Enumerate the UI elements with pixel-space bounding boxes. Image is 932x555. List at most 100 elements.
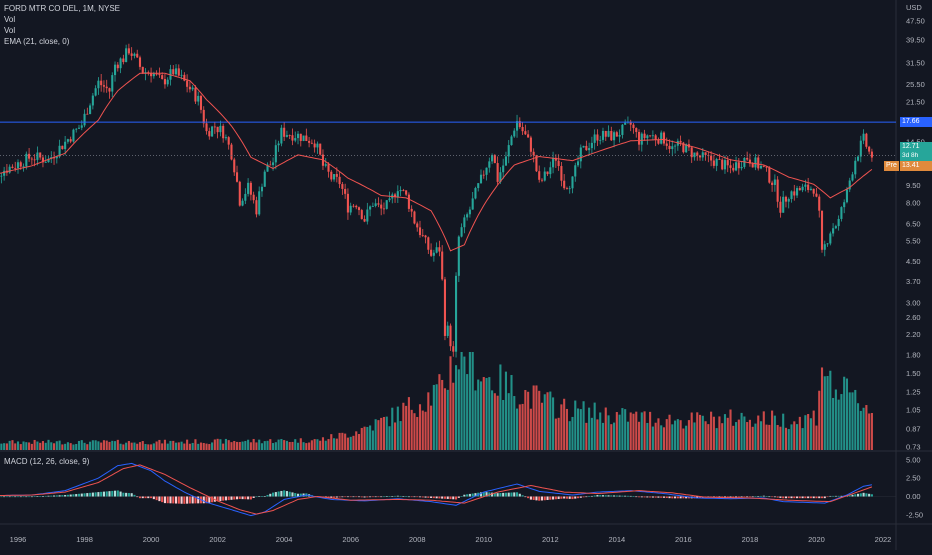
candle bbox=[793, 191, 796, 196]
candle bbox=[565, 188, 568, 189]
macd-histogram-bar bbox=[421, 496, 424, 498]
volume-bar bbox=[94, 440, 97, 450]
volume-bar bbox=[471, 352, 474, 450]
volume-bar bbox=[172, 440, 175, 450]
candle bbox=[460, 227, 463, 237]
macd-histogram-bar bbox=[485, 492, 488, 497]
y-tick-label: 1.05 bbox=[906, 405, 921, 414]
volume-bar bbox=[635, 411, 638, 450]
volume-bar bbox=[405, 405, 408, 450]
candle bbox=[75, 128, 78, 130]
volume-bar bbox=[482, 377, 485, 450]
macd-histogram-bar bbox=[565, 496, 568, 499]
macd-legend[interactable]: MACD (12, 26, close, 9) bbox=[4, 457, 90, 466]
candle bbox=[796, 188, 799, 196]
macd-histogram-bar bbox=[357, 496, 361, 498]
candle bbox=[116, 64, 119, 69]
candle bbox=[599, 139, 602, 141]
volume-bar bbox=[493, 393, 496, 450]
macd-histogram-bar bbox=[518, 493, 521, 497]
macd-histogram-bar bbox=[197, 496, 200, 504]
candle bbox=[651, 135, 654, 137]
macd-histogram-bar bbox=[870, 494, 873, 497]
volume-bar bbox=[360, 427, 363, 450]
candle bbox=[89, 105, 92, 115]
candle bbox=[177, 68, 180, 76]
macd-histogram-bar bbox=[596, 495, 599, 497]
volume-bar bbox=[601, 422, 605, 450]
macd-histogram-bar bbox=[732, 496, 735, 498]
volume-bar bbox=[546, 392, 549, 450]
volume-bar bbox=[746, 422, 749, 450]
candle bbox=[712, 160, 715, 166]
volume-bar bbox=[66, 442, 69, 450]
macd-histogram-bar bbox=[826, 496, 829, 498]
volume-bar bbox=[588, 407, 591, 450]
volume-bar bbox=[310, 440, 313, 450]
volume-bar bbox=[690, 412, 693, 450]
volume-bar bbox=[138, 442, 142, 450]
volume-bar bbox=[319, 440, 322, 450]
candle bbox=[252, 194, 255, 201]
legend-vol-1[interactable]: Vol bbox=[4, 15, 16, 24]
macd-histogram-bar bbox=[784, 496, 788, 499]
volume-bar bbox=[346, 437, 349, 450]
volume-bar bbox=[52, 443, 56, 450]
volume-bar bbox=[466, 374, 469, 450]
volume-bar bbox=[357, 434, 361, 450]
candle bbox=[274, 145, 277, 163]
macd-histogram-bar bbox=[796, 496, 799, 499]
macd-histogram-bar bbox=[529, 496, 532, 500]
macd-histogram-bar bbox=[532, 496, 535, 500]
candle bbox=[36, 152, 39, 160]
candle bbox=[759, 166, 763, 169]
macd-histogram-bar bbox=[443, 496, 447, 499]
volume-bar bbox=[75, 443, 78, 450]
volume-bar bbox=[521, 403, 524, 450]
macd-histogram-bar bbox=[801, 496, 804, 499]
macd-histogram-bar bbox=[682, 496, 685, 499]
macd-histogram-bar bbox=[735, 496, 738, 498]
volume-bar bbox=[285, 440, 288, 450]
volume-bar bbox=[679, 420, 682, 450]
legend-ema[interactable]: EMA (21, close, 0) bbox=[4, 37, 70, 46]
candle bbox=[80, 125, 83, 128]
legend-title[interactable]: FORD MTR CO DEL, 1M, NYSE bbox=[4, 4, 121, 13]
pre-market-tag: Pre bbox=[884, 161, 899, 171]
candle bbox=[283, 127, 286, 137]
candle bbox=[859, 140, 862, 157]
x-tick-label: 2000 bbox=[143, 535, 160, 544]
y-tick-label: 1.50 bbox=[906, 369, 921, 378]
macd-histogram-bar bbox=[515, 492, 519, 497]
macd-histogram-bar bbox=[202, 496, 205, 504]
candle bbox=[333, 174, 336, 180]
macd-histogram-bar bbox=[496, 493, 499, 497]
candle bbox=[801, 186, 804, 191]
macd-histogram-bar bbox=[147, 496, 150, 499]
volume-bar bbox=[105, 440, 108, 450]
volume-bar bbox=[113, 441, 117, 450]
legend-vol-2[interactable]: Vol bbox=[4, 26, 16, 35]
pre-market-label: 13.41 bbox=[900, 161, 932, 171]
candle bbox=[97, 80, 100, 89]
candle bbox=[197, 95, 200, 102]
macd-histogram-bar bbox=[396, 495, 399, 497]
candle bbox=[868, 146, 871, 152]
macd-histogram-bar bbox=[374, 496, 377, 498]
candle bbox=[205, 123, 208, 132]
volume-bar bbox=[809, 418, 812, 450]
candle bbox=[590, 142, 593, 149]
candle bbox=[83, 113, 86, 126]
candle bbox=[346, 193, 349, 213]
volume-bar bbox=[385, 416, 388, 450]
candle bbox=[113, 64, 117, 76]
volume-bar bbox=[812, 410, 815, 450]
volume-bar bbox=[371, 430, 374, 450]
volume-bar bbox=[263, 441, 266, 450]
candle bbox=[629, 121, 632, 125]
macd-histogram-bar bbox=[859, 493, 862, 497]
volume-bar bbox=[288, 442, 291, 450]
volume-bar bbox=[596, 419, 599, 450]
